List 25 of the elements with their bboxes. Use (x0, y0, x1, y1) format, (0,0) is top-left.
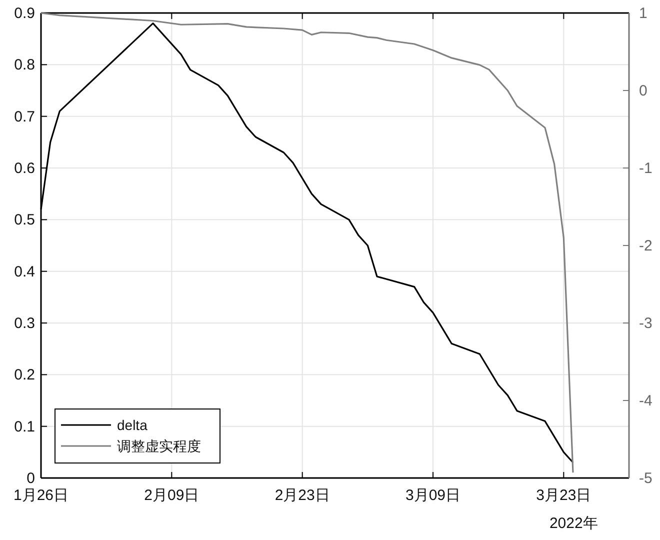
x-tick-label: 3月09日 (405, 487, 461, 504)
y-tick-label: 0.6 (14, 160, 35, 177)
text: 2022年 (549, 515, 598, 532)
y-tick-label: 0.3 (14, 315, 35, 332)
y2-tick-label: -5 (639, 470, 652, 487)
x-tick-label: 2月23日 (274, 487, 330, 504)
y-tick-label: 0.1 (14, 418, 35, 436)
legend-label: delta (117, 417, 148, 433)
y-tick-label: 0.8 (14, 56, 35, 74)
y-tick-label: 0.5 (14, 212, 35, 229)
y2-tick-label: -4 (639, 392, 652, 410)
y2-tick-label: 1 (639, 5, 648, 22)
y-tick-label: 0.7 (14, 108, 35, 126)
x-tick-label: 3月23日 (536, 487, 592, 504)
y-tick-label: 0.4 (14, 263, 35, 280)
x-tick-label: 1月26日 (13, 487, 69, 504)
y2-tick-label: -2 (639, 238, 652, 254)
y-tick-label: 0.9 (14, 5, 35, 22)
y2-tick-label: 0 (639, 82, 648, 100)
y-tick-label: 0.2 (14, 366, 35, 384)
x-tick-label: 2月09日 (144, 487, 200, 504)
y2-tick-label: -1 (639, 160, 652, 177)
y-tick-label: 0 (26, 470, 35, 487)
legend-label: 调整虚实程度 (117, 438, 201, 454)
y2-tick-label: -3 (639, 315, 652, 332)
